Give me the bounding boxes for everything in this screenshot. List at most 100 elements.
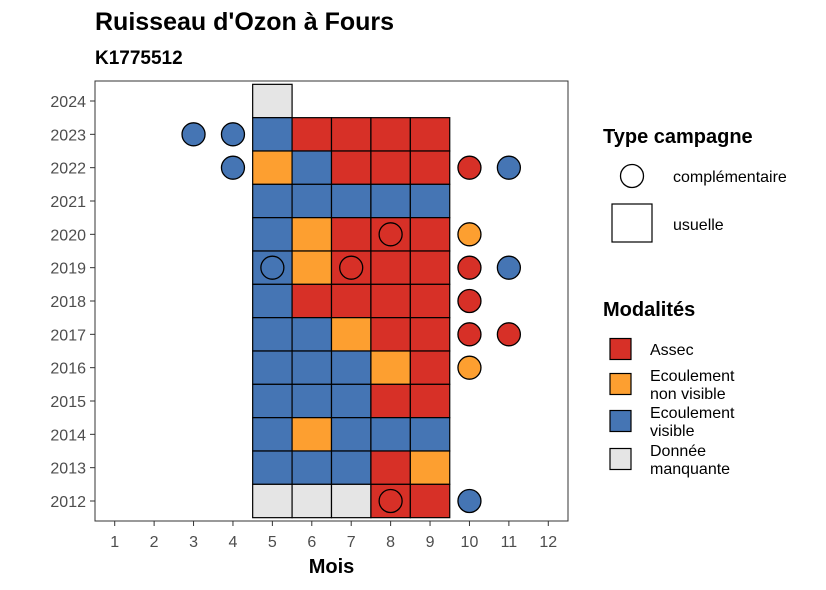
- tile-2023-8: [370, 117, 411, 152]
- tile-2014-6: [291, 417, 333, 452]
- usuelle-tiles: [252, 83, 451, 519]
- legend-label-assec: Assec: [650, 342, 694, 359]
- tile-2016-7: [330, 350, 372, 385]
- point-2017-11: [496, 322, 522, 347]
- legend-swatch-ecoulement-visible: [609, 409, 632, 433]
- x-tick-label-7: 7: [347, 534, 356, 551]
- tile-2015-9: [409, 383, 451, 419]
- tile-2019-8: [370, 250, 411, 285]
- point-2020-10: [457, 222, 482, 247]
- chart-subtitle: K1775512: [95, 48, 183, 69]
- tile-2015-6: [291, 383, 333, 419]
- point-2012-8: [378, 488, 403, 514]
- tile-2021-6: [291, 183, 333, 219]
- tile-2013-9: [409, 450, 451, 485]
- legend: Type campagne complémentaire usuelle Moda…: [603, 126, 787, 478]
- x-tick-label-6: 6: [307, 534, 316, 551]
- legend-label-ecoulement-visible: Ecoulement visible: [650, 405, 735, 440]
- x-tick-label-1: 1: [110, 534, 119, 551]
- x-tick-label-8: 8: [386, 534, 395, 551]
- tile-2020-5: [252, 217, 293, 252]
- tile-2018-6: [291, 283, 333, 319]
- x-tick-label-3: 3: [189, 534, 198, 551]
- legend-label-usuelle: usuelle: [673, 217, 724, 234]
- tile-2019-6: [291, 250, 333, 285]
- point-2016-10: [457, 355, 482, 380]
- legend-label-complementaire: complémentaire: [673, 169, 787, 186]
- tile-2015-8: [370, 383, 411, 419]
- tile-2012-9: [409, 483, 451, 519]
- tile-2020-9: [409, 217, 451, 252]
- point-2012-10: [457, 488, 482, 514]
- y-tick-label-2024: 2024: [50, 94, 86, 111]
- tile-2021-9: [409, 183, 451, 219]
- y-tick-label-2016: 2016: [50, 361, 86, 378]
- tile-2012-7: [330, 483, 372, 519]
- tile-2017-5: [252, 317, 293, 352]
- point-2023-4: [220, 122, 246, 147]
- legend-label-donnee-manquante: Donnée manquante: [650, 443, 730, 478]
- tile-2021-5: [252, 183, 293, 219]
- legend-swatch-assec: [609, 337, 632, 361]
- y-tick-label-2020: 2020: [50, 227, 86, 244]
- y-tick-label-2017: 2017: [50, 327, 86, 344]
- legend-circle-key: [619, 163, 645, 189]
- complementaire-points: [181, 122, 522, 514]
- tile-2014-9: [409, 417, 451, 452]
- point-2018-10: [457, 288, 482, 314]
- legend-modalites-title: Modalités: [603, 299, 695, 321]
- tile-2013-6: [291, 450, 333, 485]
- point-2019-5: [260, 255, 285, 280]
- legend-swatch-ecoulement-non-visible: [609, 372, 632, 396]
- tile-2021-8: [370, 183, 411, 219]
- tile-2014-8: [370, 417, 411, 452]
- y-tick-label-2022: 2022: [50, 161, 86, 178]
- tile-2016-9: [409, 350, 451, 385]
- tile-2022-9: [409, 150, 451, 185]
- tile-2020-7: [330, 217, 372, 252]
- tile-2017-7: [330, 317, 372, 352]
- x-axis: 1 2 3 4 5 6 7 8 9 10 11 12: [110, 521, 557, 551]
- x-tick-label-9: 9: [426, 534, 435, 551]
- point-2022-10: [457, 155, 482, 180]
- x-tick-label-10: 10: [461, 534, 479, 551]
- tile-2017-9: [409, 317, 451, 352]
- tile-2015-7: [330, 383, 372, 419]
- x-tick-label-2: 2: [150, 534, 159, 551]
- tile-2019-9: [409, 250, 451, 285]
- tile-2014-5: [252, 417, 293, 452]
- point-2022-4: [220, 155, 246, 180]
- tile-2017-6: [291, 317, 333, 352]
- tile-2022-7: [330, 150, 372, 185]
- tile-2012-5: [252, 483, 293, 519]
- x-tick-label-12: 12: [539, 534, 557, 551]
- x-tick-label-4: 4: [229, 534, 238, 551]
- point-2019-11: [496, 255, 522, 280]
- tile-2014-7: [330, 417, 372, 452]
- tile-2017-8: [370, 317, 411, 352]
- y-tick-label-2012: 2012: [50, 494, 86, 511]
- legend-swatch-donnee-manquante: [609, 447, 632, 471]
- legend-square-key: [611, 203, 653, 243]
- y-tick-label-2019: 2019: [50, 261, 86, 278]
- tile-2013-5: [252, 450, 293, 485]
- x-tick-label-5: 5: [268, 534, 277, 551]
- tile-2015-5: [252, 383, 293, 419]
- legend-type-entries: complémentaire usuelle: [611, 163, 787, 243]
- point-2019-10: [457, 255, 482, 280]
- y-tick-label-2015: 2015: [50, 394, 86, 411]
- tile-2023-7: [330, 117, 372, 152]
- point-2017-10: [457, 322, 482, 347]
- chart-title: Ruisseau d'Ozon à Fours: [95, 8, 394, 36]
- point-2023-3: [181, 122, 206, 147]
- tile-2023-5: [252, 117, 293, 152]
- y-tick-label-2013: 2013: [50, 461, 86, 478]
- legend-label-ecoulement-non-visible: Ecoulement non visible: [650, 368, 735, 403]
- tile-2013-8: [370, 450, 411, 485]
- tile-2023-6: [291, 117, 333, 152]
- point-2019-7: [339, 255, 364, 280]
- tile-2013-7: [330, 450, 372, 485]
- point-2022-11: [496, 155, 522, 180]
- tile-2018-7: [330, 283, 372, 319]
